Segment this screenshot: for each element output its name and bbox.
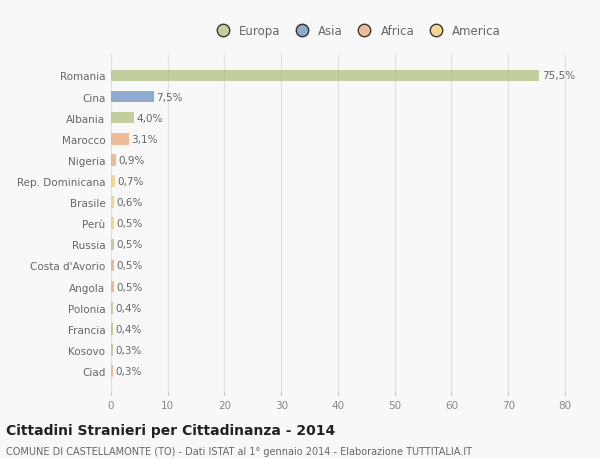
Text: 0,4%: 0,4%	[116, 324, 142, 334]
Text: 0,6%: 0,6%	[116, 198, 143, 207]
Text: 3,1%: 3,1%	[131, 134, 158, 145]
Bar	[111, 70, 539, 82]
Bar	[111, 344, 113, 356]
Text: 4,0%: 4,0%	[137, 113, 163, 123]
Text: 0,7%: 0,7%	[117, 177, 143, 187]
Text: 0,9%: 0,9%	[118, 156, 145, 166]
Bar	[111, 155, 116, 166]
Bar	[111, 281, 114, 293]
Text: COMUNE DI CASTELLAMONTE (TO) - Dati ISTAT al 1° gennaio 2014 - Elaborazione TUTT: COMUNE DI CASTELLAMONTE (TO) - Dati ISTA…	[6, 447, 472, 456]
Bar	[111, 91, 154, 103]
Text: 0,3%: 0,3%	[115, 366, 142, 376]
Bar	[111, 365, 113, 377]
Bar	[111, 260, 114, 272]
Text: 75,5%: 75,5%	[542, 71, 575, 81]
Bar	[111, 302, 113, 314]
Legend: Europa, Asia, Africa, America: Europa, Asia, Africa, America	[206, 21, 506, 43]
Bar	[111, 134, 128, 145]
Text: 0,5%: 0,5%	[116, 219, 142, 229]
Bar	[111, 239, 114, 251]
Bar	[111, 323, 113, 335]
Text: 0,5%: 0,5%	[116, 282, 142, 292]
Bar	[111, 197, 115, 208]
Bar	[111, 218, 114, 230]
Text: Cittadini Stranieri per Cittadinanza - 2014: Cittadini Stranieri per Cittadinanza - 2…	[6, 423, 335, 437]
Text: 0,5%: 0,5%	[116, 240, 142, 250]
Text: 0,5%: 0,5%	[116, 261, 142, 271]
Bar	[111, 112, 134, 124]
Text: 0,3%: 0,3%	[115, 345, 142, 355]
Text: 0,4%: 0,4%	[116, 303, 142, 313]
Text: 7,5%: 7,5%	[157, 92, 183, 102]
Bar	[111, 176, 115, 187]
